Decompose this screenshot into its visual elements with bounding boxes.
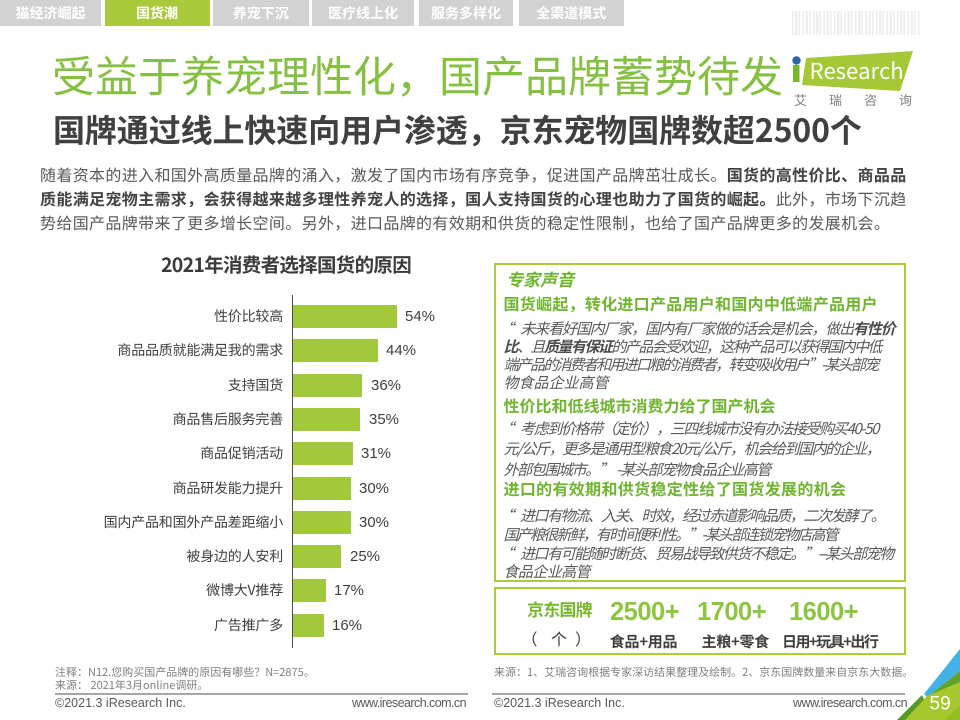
svg-text:59: 59 [930,694,951,715]
svg-text:艾瑞咨询: 艾瑞咨询 [794,94,930,107]
svg-text:Research: Research [810,60,904,82]
